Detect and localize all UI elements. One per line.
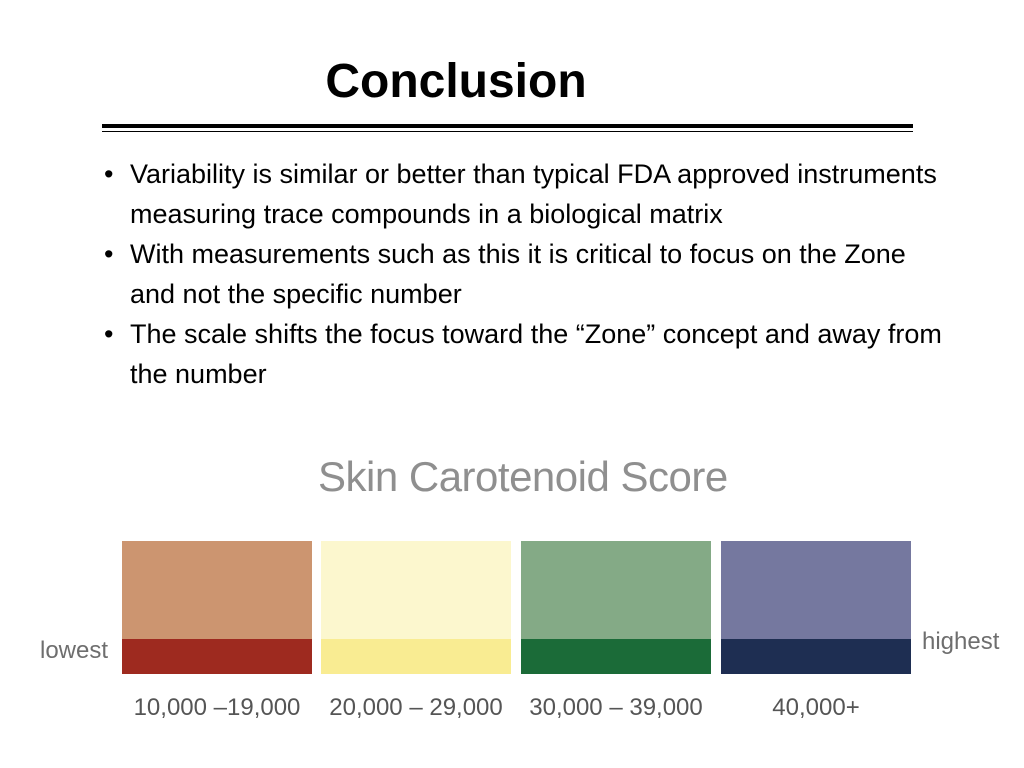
zone-swatch-bottom	[321, 639, 511, 674]
zone-range-label-2: 20,000 – 29,000	[329, 694, 503, 721]
zone-swatch-bottom	[721, 639, 911, 674]
bullet-text: Variability is similar or better than ty…	[130, 159, 937, 229]
bullet-marker: •	[104, 159, 114, 189]
zone-swatch-top	[721, 541, 911, 639]
bullet-marker: •	[104, 319, 114, 349]
slide-title: Conclusion	[325, 55, 587, 108]
bullet-list: • Variability is similar or better than …	[104, 154, 954, 394]
zone-swatch-3	[521, 541, 711, 674]
zone-range-label-1: 10,000 –19,000	[133, 694, 301, 721]
title-underline-thin	[102, 131, 913, 132]
zone-swatch-4	[721, 541, 911, 674]
zone-swatch-1	[122, 541, 312, 674]
zone-swatch-top	[122, 541, 312, 639]
title-underline-thick	[102, 124, 913, 128]
zone-swatch-top	[321, 541, 511, 639]
bullet-marker: •	[104, 239, 114, 269]
bullet-text: With measurements such as this it is cri…	[130, 239, 906, 309]
zone-range-label-3: 30,000 – 39,000	[529, 694, 703, 721]
scale-title: Skin Carotenoid Score	[318, 453, 728, 500]
scale-low-label: lowest	[40, 637, 109, 664]
bullet-item: • Variability is similar or better than …	[104, 154, 954, 234]
scale-high-label: highest	[922, 628, 1000, 655]
bullet-text: The scale shifts the focus toward the “Z…	[130, 319, 942, 389]
zone-swatch-2	[321, 541, 511, 674]
zone-swatch-bottom	[122, 639, 312, 674]
zone-swatch-top	[521, 541, 711, 639]
zone-range-label-4: 40,000+	[772, 694, 860, 721]
bullet-item: • With measurements such as this it is c…	[104, 234, 954, 314]
bullet-item: • The scale shifts the focus toward the …	[104, 314, 954, 394]
zone-swatch-bottom	[521, 639, 711, 674]
